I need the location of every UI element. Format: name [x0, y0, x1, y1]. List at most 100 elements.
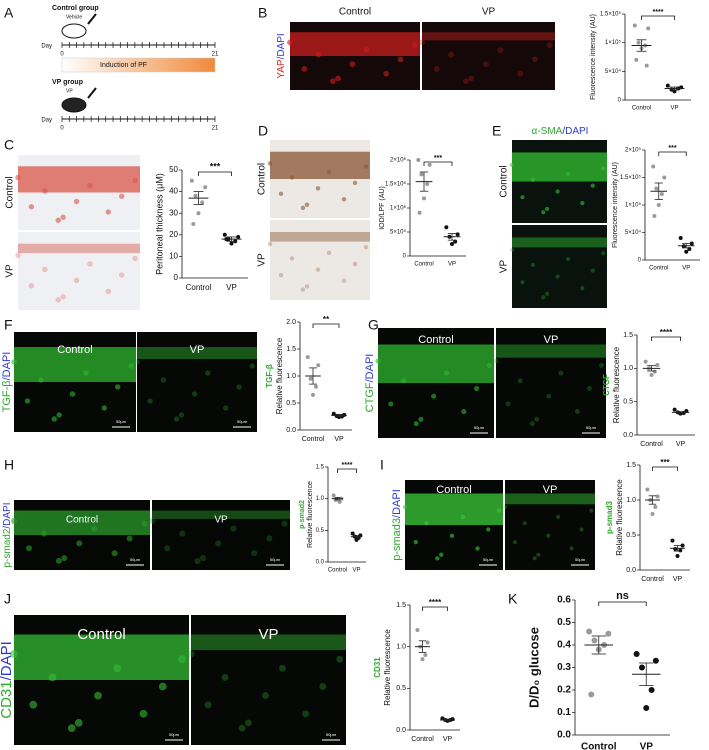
- image-label: VP: [214, 515, 228, 526]
- image-label: VP: [482, 7, 496, 18]
- y-tick-label: 0.5: [316, 528, 325, 534]
- day-label: 0: [60, 126, 64, 132]
- cell: [101, 405, 107, 411]
- scale-label: 50μm: [169, 732, 180, 737]
- image-label: VP: [543, 484, 558, 496]
- y-tick-label: 1.5: [316, 465, 325, 471]
- cell: [375, 358, 381, 364]
- cell: [565, 171, 571, 177]
- cell: [94, 691, 102, 700]
- x-tick-label: Control: [581, 742, 617, 750]
- stain-label: p-smad2/DAPI: [2, 502, 13, 567]
- data-point: [643, 359, 648, 364]
- data-point: [655, 494, 660, 499]
- day-label: 21: [212, 52, 219, 58]
- x-tick-label: VP: [640, 742, 654, 750]
- y-tick-label: 0: [638, 258, 642, 264]
- data-point: [654, 186, 659, 191]
- data-point: [673, 547, 678, 551]
- cell: [178, 655, 186, 664]
- cell: [534, 416, 540, 422]
- cell: [230, 525, 237, 532]
- y-tick-label: 0: [403, 254, 407, 260]
- y-tick-label: 0.0: [316, 560, 325, 566]
- cell: [558, 370, 564, 376]
- cell: [300, 205, 306, 211]
- data-point: [311, 392, 315, 397]
- data-point: [643, 705, 650, 711]
- stain-part: /DAPI: [0, 641, 15, 680]
- data-point: [632, 23, 637, 28]
- micrograph: [505, 480, 595, 570]
- panel-label: H: [4, 457, 14, 473]
- cell: [278, 272, 284, 278]
- y-tick-label: 2×10⁶: [390, 157, 407, 164]
- significance-label: ****: [342, 462, 353, 469]
- marker-label: CD31: [373, 657, 382, 678]
- y-tick-label: 0.4: [557, 640, 571, 651]
- significance-label: ***: [210, 162, 221, 172]
- stain-part: CD31: [0, 680, 15, 718]
- cell: [42, 266, 48, 273]
- tissue-layer: [512, 152, 607, 182]
- cell: [419, 39, 425, 46]
- data-point: [193, 193, 198, 198]
- panel-label: K: [508, 591, 518, 607]
- cell: [87, 183, 93, 189]
- scale-label: 50μm: [270, 557, 281, 562]
- cell: [601, 166, 606, 171]
- x-tick-label: VP: [448, 262, 456, 268]
- cell: [113, 664, 122, 673]
- data-point: [644, 63, 649, 68]
- data-point: [672, 407, 677, 412]
- y-axis-label: Relative fluorescence: [383, 629, 392, 706]
- panel-label: J: [4, 591, 11, 607]
- cell: [590, 268, 595, 273]
- y-tick-label: 30: [169, 208, 178, 217]
- cell: [51, 416, 57, 422]
- cell: [73, 198, 80, 205]
- x-tick-label: Control: [649, 266, 668, 272]
- data-point: [425, 182, 430, 186]
- data-point: [605, 630, 612, 637]
- cell: [261, 692, 269, 700]
- cell: [134, 359, 140, 365]
- cell: [503, 505, 507, 509]
- micrograph: [191, 615, 346, 745]
- significance-label: ***: [434, 155, 442, 162]
- significance-bracket: [423, 161, 453, 166]
- data-point: [455, 232, 460, 237]
- data-point: [450, 242, 454, 246]
- data-point: [646, 26, 651, 31]
- panel-label: G: [368, 317, 379, 333]
- cell: [448, 51, 455, 58]
- cell: [278, 191, 284, 197]
- y-axis-label: Relative fluorescence: [275, 337, 284, 414]
- cell: [48, 673, 57, 682]
- cell: [512, 540, 517, 545]
- cell: [522, 521, 527, 526]
- cell: [38, 377, 44, 383]
- cell: [83, 370, 89, 376]
- y-tick-label: 0.0: [623, 432, 633, 439]
- cell: [147, 398, 153, 404]
- y-tick-label: 1.0: [623, 365, 633, 372]
- cell: [199, 555, 207, 562]
- data-point: [633, 651, 640, 657]
- cell: [304, 284, 310, 289]
- tissue-layer: [512, 237, 607, 248]
- data-point: [652, 214, 657, 218]
- image-label: Control: [499, 165, 510, 197]
- treatment-label: Vehicle: [66, 14, 82, 20]
- data-point: [350, 531, 355, 536]
- cell: [433, 65, 440, 72]
- cell: [24, 398, 31, 404]
- cell: [179, 530, 186, 537]
- scale-label: 50μm: [575, 557, 586, 562]
- cell: [301, 66, 308, 72]
- cell: [383, 70, 390, 77]
- y-tick-label: 0.0: [557, 730, 571, 741]
- cell: [580, 200, 585, 206]
- cell: [173, 416, 180, 422]
- stain-part: /DAPI: [391, 489, 403, 518]
